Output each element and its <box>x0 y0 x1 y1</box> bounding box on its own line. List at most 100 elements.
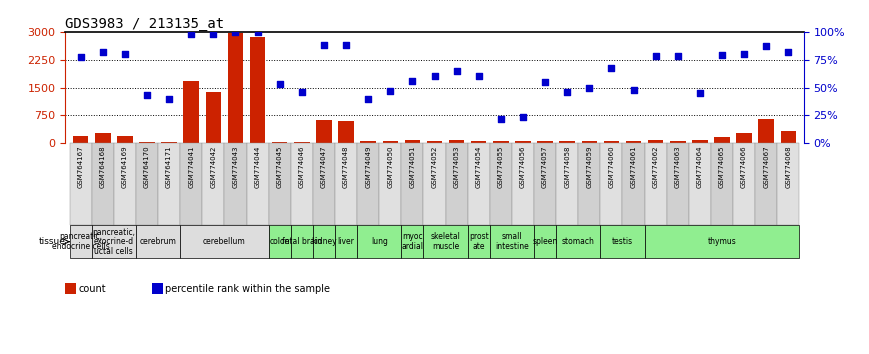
Bar <box>73 136 89 143</box>
Text: GSM774060: GSM774060 <box>608 146 614 188</box>
Bar <box>692 141 707 143</box>
Bar <box>162 142 177 143</box>
Point <box>317 42 331 48</box>
Bar <box>335 143 357 225</box>
Text: tissue: tissue <box>39 237 66 246</box>
Bar <box>405 140 420 143</box>
Bar <box>379 143 401 225</box>
Text: GSM774051: GSM774051 <box>409 146 415 188</box>
Bar <box>316 120 332 143</box>
Bar <box>645 225 799 258</box>
Text: GSM774057: GSM774057 <box>542 146 548 188</box>
Bar <box>578 143 600 225</box>
Text: GSM774067: GSM774067 <box>763 146 769 188</box>
Bar <box>313 143 335 225</box>
Text: GSM774053: GSM774053 <box>454 146 460 188</box>
Point <box>516 114 530 119</box>
Point <box>449 68 463 74</box>
Text: GSM764169: GSM764169 <box>122 146 128 188</box>
Text: GSM774059: GSM774059 <box>587 146 593 188</box>
Text: GSM774047: GSM774047 <box>321 146 327 188</box>
Point <box>74 55 88 60</box>
Point <box>428 74 441 79</box>
Bar <box>382 141 398 143</box>
Text: prost
ate: prost ate <box>469 232 488 251</box>
Point <box>693 90 706 96</box>
Bar <box>361 141 376 143</box>
Bar <box>755 143 777 225</box>
Bar <box>357 143 379 225</box>
Bar <box>600 143 622 225</box>
Point <box>184 31 198 37</box>
Text: GSM774052: GSM774052 <box>432 146 437 188</box>
Text: GSM774044: GSM774044 <box>255 146 261 188</box>
Bar <box>733 143 755 225</box>
Bar <box>224 143 247 225</box>
Text: GSM774043: GSM774043 <box>233 146 238 188</box>
Text: myoc
ardial: myoc ardial <box>401 232 423 251</box>
Text: skeletal
muscle: skeletal muscle <box>431 232 461 251</box>
Text: GSM764167: GSM764167 <box>77 146 83 188</box>
Text: small
intestine: small intestine <box>495 232 528 251</box>
Bar <box>202 143 224 225</box>
Point <box>295 89 308 95</box>
Bar <box>560 141 575 143</box>
Bar <box>468 143 490 225</box>
Point <box>96 49 109 55</box>
Point <box>229 29 242 35</box>
Text: GSM774049: GSM774049 <box>365 146 371 188</box>
Point <box>582 85 596 90</box>
Text: thymus: thymus <box>707 237 736 246</box>
Bar <box>247 143 269 225</box>
Text: count: count <box>78 284 106 293</box>
Text: liver: liver <box>337 237 355 246</box>
Text: lung: lung <box>371 237 388 246</box>
Bar <box>780 131 796 143</box>
Bar <box>114 143 136 225</box>
Bar <box>357 225 401 258</box>
Bar <box>626 141 641 143</box>
Bar <box>269 225 291 258</box>
Bar <box>515 141 531 143</box>
Bar <box>427 141 442 143</box>
Bar <box>493 141 508 143</box>
Text: cerebellum: cerebellum <box>203 237 246 246</box>
Bar <box>534 225 556 258</box>
Bar <box>604 141 619 143</box>
Point <box>538 79 552 85</box>
Bar <box>95 133 110 143</box>
Bar <box>158 143 180 225</box>
Text: GSM774046: GSM774046 <box>299 146 305 188</box>
Bar <box>401 143 423 225</box>
Bar <box>250 38 265 143</box>
Text: GSM764170: GSM764170 <box>144 146 150 188</box>
Text: GDS3983 / 213135_at: GDS3983 / 213135_at <box>65 17 224 31</box>
Text: GSM774061: GSM774061 <box>631 146 636 188</box>
Text: cerebrum: cerebrum <box>140 237 176 246</box>
Point <box>207 31 221 37</box>
Bar <box>600 225 645 258</box>
Bar <box>423 143 446 225</box>
Bar <box>648 140 663 143</box>
Bar <box>291 143 313 225</box>
Text: stomach: stomach <box>562 237 594 246</box>
Text: GSM764171: GSM764171 <box>166 146 172 188</box>
Bar <box>667 143 689 225</box>
Bar <box>401 225 423 258</box>
Bar <box>117 136 133 143</box>
Text: testis: testis <box>612 237 633 246</box>
Point <box>671 53 685 59</box>
Point <box>737 51 751 57</box>
Bar <box>581 141 597 143</box>
Bar <box>449 140 464 143</box>
Bar <box>622 143 645 225</box>
Bar <box>645 143 667 225</box>
Text: GSM774042: GSM774042 <box>210 146 216 188</box>
Point <box>250 29 264 35</box>
Text: GSM774058: GSM774058 <box>564 146 570 188</box>
Bar <box>313 225 335 258</box>
Text: GSM774066: GSM774066 <box>741 146 747 188</box>
Text: fetal brain: fetal brain <box>282 237 322 246</box>
Bar <box>180 225 269 258</box>
Bar <box>294 142 309 143</box>
